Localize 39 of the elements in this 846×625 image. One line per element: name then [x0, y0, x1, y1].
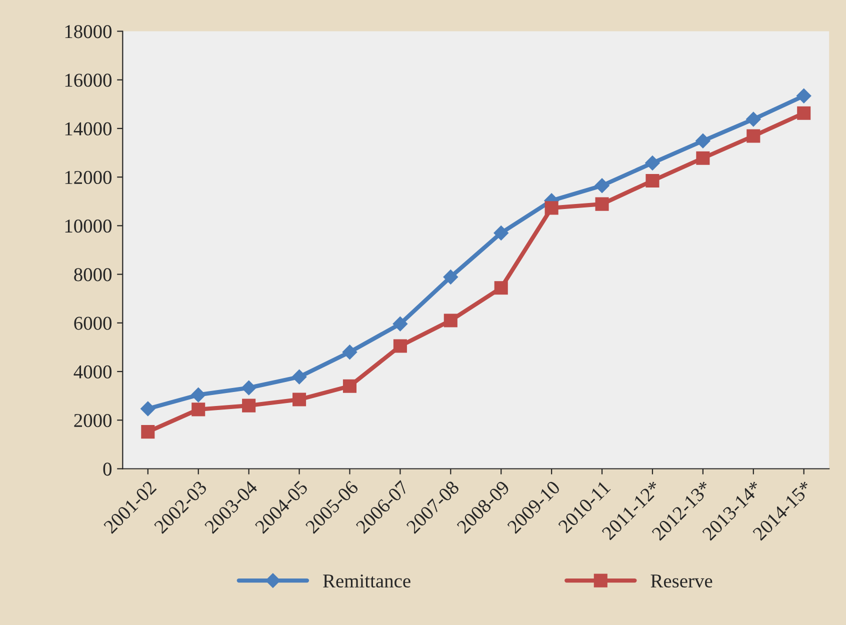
point: [645, 156, 660, 170]
point: [342, 344, 358, 360]
point: [595, 197, 609, 211]
point: [292, 369, 307, 384]
point: [746, 112, 761, 127]
legend-label: Reserve: [650, 574, 712, 588]
point: [140, 401, 156, 416]
y-tick-label: 6000: [74, 316, 112, 330]
point: [141, 425, 155, 439]
y-tick-label: 10000: [65, 220, 112, 233]
point: [696, 133, 710, 148]
y-tick-label: 8000: [74, 268, 112, 282]
y-tick-label: 2000: [74, 414, 112, 428]
point: [696, 151, 710, 165]
point: [393, 339, 407, 353]
point: [241, 380, 256, 396]
point: [443, 270, 458, 284]
y-tick-label: 16000: [65, 74, 112, 87]
point: [342, 379, 356, 393]
point: [392, 316, 408, 332]
point: [594, 178, 610, 193]
point: [242, 398, 256, 412]
point: [646, 174, 660, 188]
y-tick-label: 18000: [65, 25, 112, 38]
point: [797, 106, 811, 120]
point: [444, 314, 458, 328]
point: [544, 201, 558, 215]
point: [494, 281, 508, 295]
y-tick-label: 14000: [65, 122, 112, 136]
legend-label: Remittance: [323, 574, 410, 588]
point: [190, 387, 206, 402]
y-tick-label: 12000: [65, 170, 112, 184]
point: [746, 129, 760, 143]
y-tick-label: 0: [103, 462, 112, 476]
point: [292, 392, 306, 406]
point: [796, 88, 812, 104]
point: [192, 402, 206, 416]
point: [494, 226, 508, 240]
y-tick-label: 4000: [74, 365, 112, 378]
